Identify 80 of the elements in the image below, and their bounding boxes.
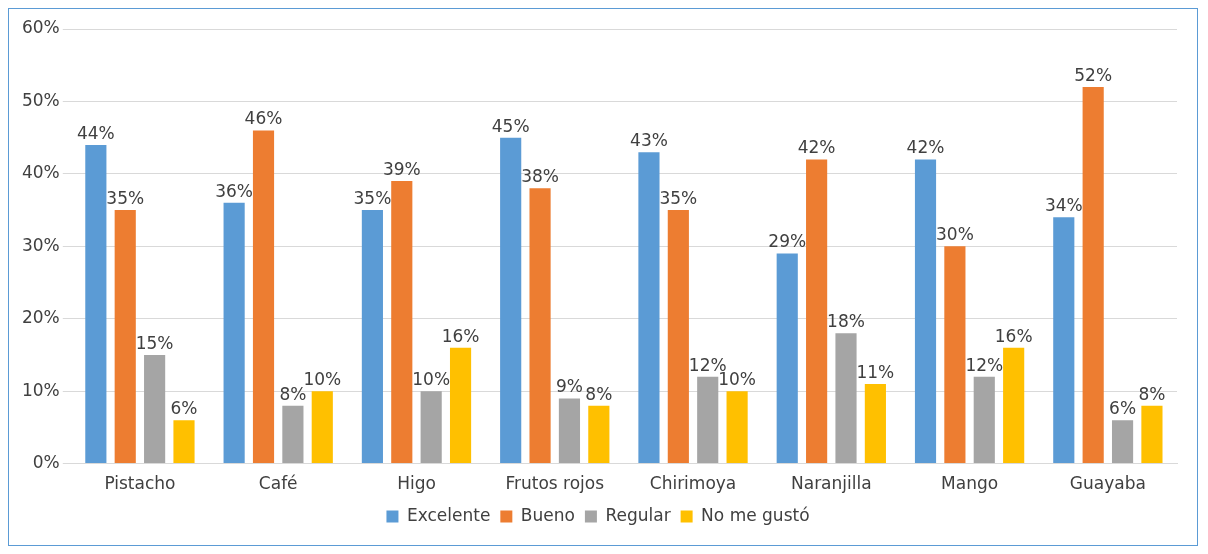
data-label: 16% [441,325,480,346]
data-label: 8% [1138,383,1166,404]
data-label: 9% [555,376,583,397]
bar [697,376,719,464]
bar [223,202,245,464]
data-label: 12% [965,354,1004,375]
bar [311,391,333,464]
bar [1111,420,1134,464]
bar [835,333,857,464]
bar [806,159,828,464]
legend-label: No me gustó [701,504,810,525]
y-tick-label: 60% [21,17,60,38]
bar [173,420,195,464]
data-label: 6% [170,398,198,419]
bar [558,398,581,464]
bar [1053,217,1075,464]
bar [776,253,798,464]
bar [420,391,442,464]
x-tick-label: Higo [397,473,436,494]
bar [85,144,107,464]
data-label: 35% [659,188,698,209]
bar [944,246,966,464]
bar [638,152,660,464]
y-tick-label: 10% [21,379,60,400]
bar [391,181,413,464]
y-tick-label: 30% [21,234,60,255]
data-label: 39% [382,159,421,180]
y-tick-label: 40% [21,162,60,183]
bar [282,405,304,464]
data-label: 8% [585,383,613,404]
data-label: 34% [1044,195,1083,216]
x-tick-label: Guayaba [1069,473,1146,494]
data-label: 46% [244,108,283,129]
legend-label: Regular [605,504,671,525]
data-label: 16% [994,325,1033,346]
x-tick-label: Naranjilla [790,473,872,494]
bar [114,210,136,464]
data-label: 29% [768,231,807,252]
data-label: 6% [1109,398,1137,419]
y-tick-label: 50% [21,89,60,110]
data-label: 38% [521,166,559,187]
data-label: 15% [135,332,174,353]
x-tick-label: Chirimoya [649,473,737,494]
data-label: 42% [797,137,836,158]
bar [588,405,610,464]
bar [914,159,937,464]
x-tick-label: Frutos rojos [505,473,605,494]
legend-label: Excelente [406,504,491,525]
data-label: 43% [630,130,668,151]
data-label: 10% [303,369,342,390]
bar [361,210,383,464]
x-tick-label: Pistacho [104,473,176,494]
data-label: 42% [906,137,945,158]
y-tick-label: 20% [21,307,60,328]
data-label: 36% [215,180,254,201]
bar [1003,347,1025,464]
bar [1141,405,1163,464]
legend-label: Bueno [520,504,575,525]
bar [252,130,275,464]
y-tick-label: 0% [32,452,60,473]
bar [864,383,886,464]
bar [1082,86,1104,464]
bar [144,354,166,464]
x-tick-label: Café [258,473,298,494]
data-label: 35% [353,188,392,209]
data-label: 10% [412,369,451,390]
data-label: 11% [856,361,895,382]
data-label: 52% [1074,64,1113,85]
bar [726,391,748,464]
bar [500,137,522,464]
bar [449,347,472,464]
x-tick-label: Mango [941,473,999,494]
data-label: 30% [935,224,974,245]
bar [667,210,689,464]
data-label: 45% [491,115,530,136]
data-label: 18% [827,311,865,332]
bar [529,188,551,464]
data-label: 44% [76,122,115,143]
data-label: 35% [106,188,145,209]
bar [973,376,995,464]
